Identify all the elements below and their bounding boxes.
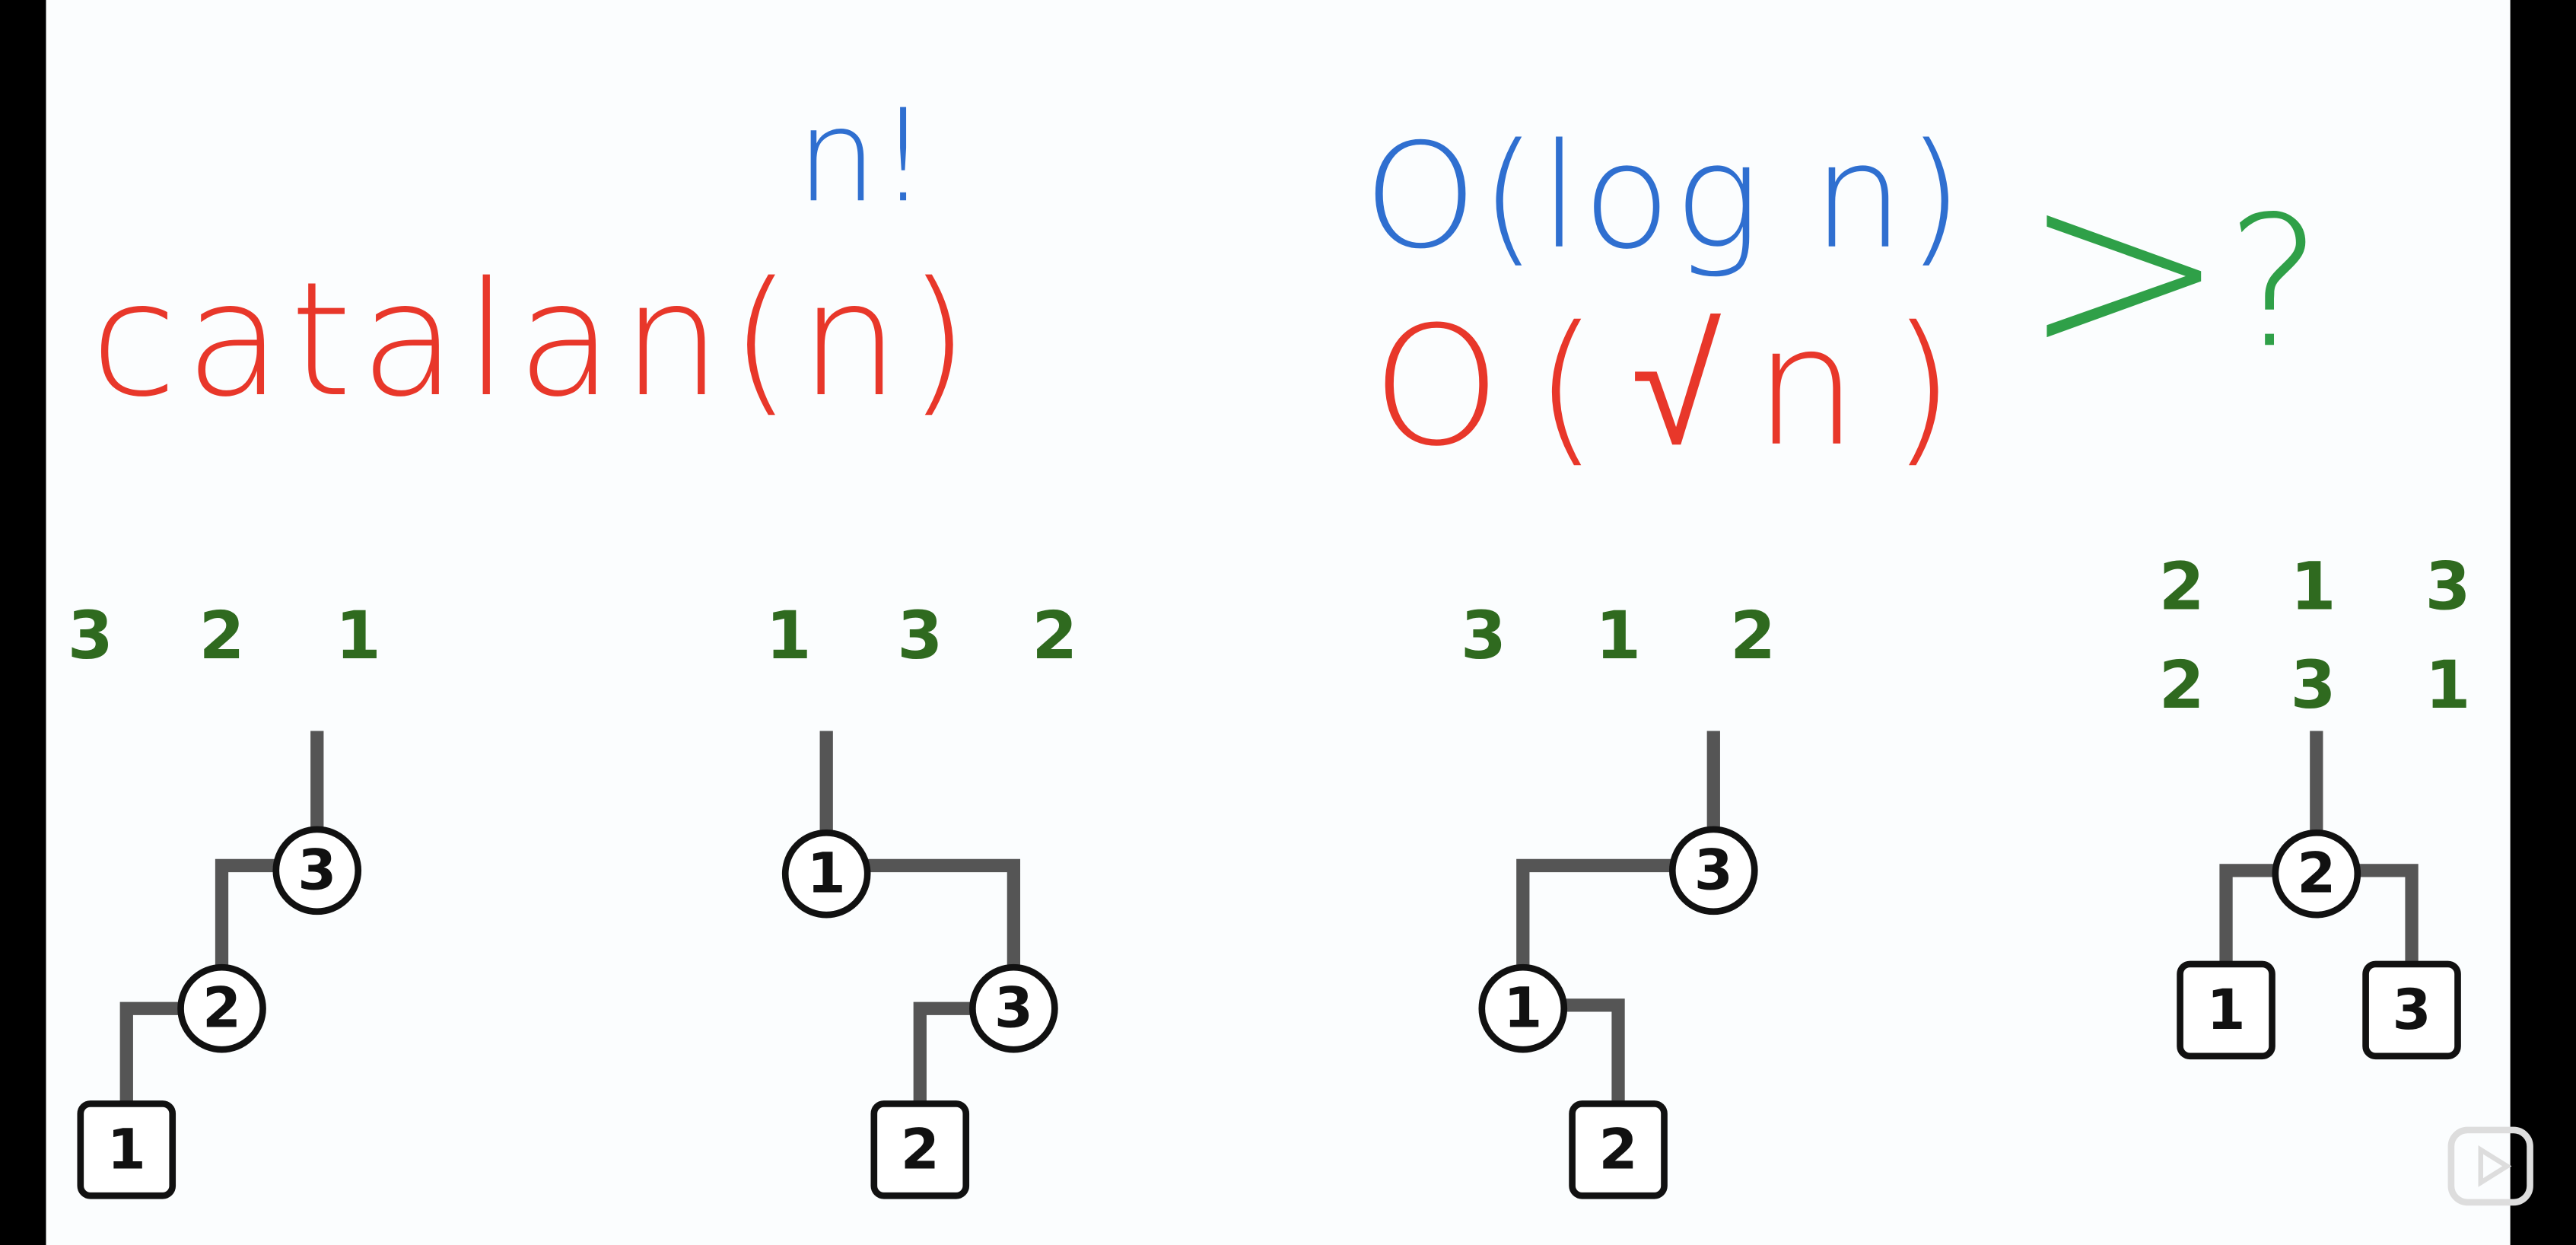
internal-node [272,826,362,915]
internal-node [2272,829,2361,919]
sequence-number: 1 [2425,648,2471,724]
internal-node [177,963,266,1053]
internal-node [1478,963,1568,1053]
node-label: 2 [2297,842,2336,906]
play-icon-triangle[interactable] [2478,1145,2512,1187]
node-label: 3 [297,838,336,903]
tree-edge [2219,864,2275,964]
sequence-number: 3 [68,598,113,674]
leaf-node [2362,960,2461,1060]
leaf-node [77,1100,177,1199]
tree-edge [119,1001,181,1104]
catalan-note: catalan(n) [91,248,969,431]
tree: 2 1 3 2 3 1 2 1 3 [2159,549,2471,1060]
tree-edge [1563,998,1625,1104]
internal-node [781,829,871,919]
sequence-number: 3 [1461,598,1506,674]
slide [46,0,2511,1245]
tree-edge [215,858,276,968]
internal-node [969,963,1058,1053]
sqrt-note: O(√n) [1372,291,1955,482]
sequence-number: 3 [2425,549,2471,625]
tree-edge [913,1001,973,1104]
leaf-node [1569,1100,1668,1199]
sequence-number: 3 [2290,648,2336,724]
tree-edge [867,858,1021,968]
tree: 3 1 2 3 1 2 [1461,598,1776,1199]
node-label: 3 [2393,978,2431,1043]
sequence-number: 2 [1032,598,1077,674]
sequence-number: 1 [1595,598,1641,674]
sequence-number: 2 [2159,648,2205,724]
tree-edge [1516,858,1673,968]
node-label: 3 [994,976,1033,1041]
node-label: 3 [1694,838,1733,903]
play-icon-frame[interactable] [2447,1126,2533,1206]
leaf-node [2177,960,2275,1060]
internal-node [1668,826,1758,915]
node-label: 1 [2206,978,2245,1043]
node-label: 1 [807,842,846,906]
sequence-number: 1 [336,598,381,674]
node-label: 2 [1599,1117,1638,1182]
tree: 3 2 1 3 2 1 [68,598,381,1199]
sequence-number: 1 [2290,549,2336,625]
node-label: 2 [202,976,241,1041]
tree-edge [2357,864,2419,964]
node-label: 1 [107,1117,146,1182]
log-note: O(log n) [1363,113,1963,281]
sequence-number: 2 [1730,598,1776,674]
leaf-node [870,1100,970,1199]
play-button[interactable] [2447,1126,2533,1206]
sequence-number: 2 [199,598,244,674]
compare-sign: > [2021,125,2227,412]
sequence-number: 1 [765,598,811,674]
factorial-note: n! [797,81,929,231]
question-mark: ? [2226,178,2322,388]
sequence-number: 3 [897,598,943,674]
sequence-number: 2 [2159,549,2205,625]
tree: 1 3 2 1 3 2 [765,598,1077,1199]
node-label: 2 [901,1117,940,1182]
node-label: 1 [1503,976,1542,1041]
